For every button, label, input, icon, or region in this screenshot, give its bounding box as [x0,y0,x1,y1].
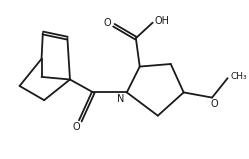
Text: CH₃: CH₃ [230,72,247,81]
Text: O: O [73,121,80,131]
Text: O: O [210,99,218,109]
Text: O: O [104,18,111,28]
Text: N: N [118,94,125,104]
Text: OH: OH [155,16,170,26]
